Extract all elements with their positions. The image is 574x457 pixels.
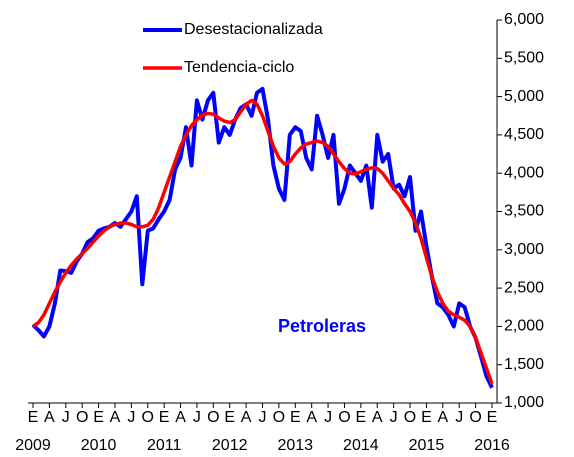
x-tick-label: E (290, 409, 301, 426)
x-tick-label: E (421, 409, 432, 426)
x-tick-label: J (324, 409, 332, 426)
x-tick-label: O (404, 409, 416, 426)
x-tick-label: A (372, 409, 383, 426)
year-label: 2011 (147, 437, 182, 454)
x-tick-label: O (76, 409, 88, 426)
x-tick-label: O (338, 409, 350, 426)
legend-label: Tendencia-ciclo (184, 59, 294, 76)
series-line (31, 86, 494, 389)
legend-label: Desestacionalizada (184, 21, 323, 38)
x-tick-label: O (469, 409, 481, 426)
y-tick-label: 2,500 (504, 279, 544, 296)
year-label: 2010 (81, 437, 117, 454)
y-tick-label: 1,000 (504, 394, 544, 411)
year-label: 2015 (409, 437, 445, 454)
year-label: 2012 (212, 437, 248, 454)
x-tick-label: E (356, 409, 367, 426)
x-tick-label: A (110, 409, 121, 426)
y-tick-label: 2,000 (504, 318, 544, 335)
x-tick-label: A (44, 409, 55, 426)
x-tick-label: E (28, 409, 39, 426)
x-tick-label: J (455, 409, 463, 426)
year-label: 2014 (343, 437, 379, 454)
x-tick-label: J (390, 409, 398, 426)
x-tick-label: A (437, 409, 448, 426)
x-tick-label: E (487, 409, 498, 426)
year-label: 2016 (474, 437, 510, 454)
y-tick-label: 3,000 (504, 241, 544, 258)
x-tick-label: O (207, 409, 219, 426)
x-tick-label: E (159, 409, 170, 426)
year-label: 2009 (15, 437, 51, 454)
annotation: Petroleras (278, 316, 366, 336)
x-tick-label: O (273, 409, 285, 426)
x-tick-label: A (306, 409, 317, 426)
y-tick-label: 4,000 (504, 164, 544, 181)
x-tick-label: E (224, 409, 235, 426)
x-tick-label: J (62, 409, 70, 426)
x-tick-label: J (127, 409, 135, 426)
y-tick-label: 6,000 (504, 11, 544, 28)
x-tick-label: J (193, 409, 201, 426)
x-tick-label: E (93, 409, 104, 426)
x-tick-label: O (142, 409, 154, 426)
y-tick-label: 5,000 (504, 88, 544, 105)
y-tick-label: 1,500 (504, 356, 544, 373)
series-line (32, 98, 494, 385)
y-tick-label: 3,500 (504, 203, 544, 220)
x-tick-label: J (259, 409, 267, 426)
x-tick-label: A (241, 409, 252, 426)
year-label: 2013 (277, 437, 313, 454)
y-tick-label: 4,500 (504, 126, 544, 143)
y-tick-label: 5,500 (504, 50, 544, 67)
x-tick-label: A (175, 409, 186, 426)
